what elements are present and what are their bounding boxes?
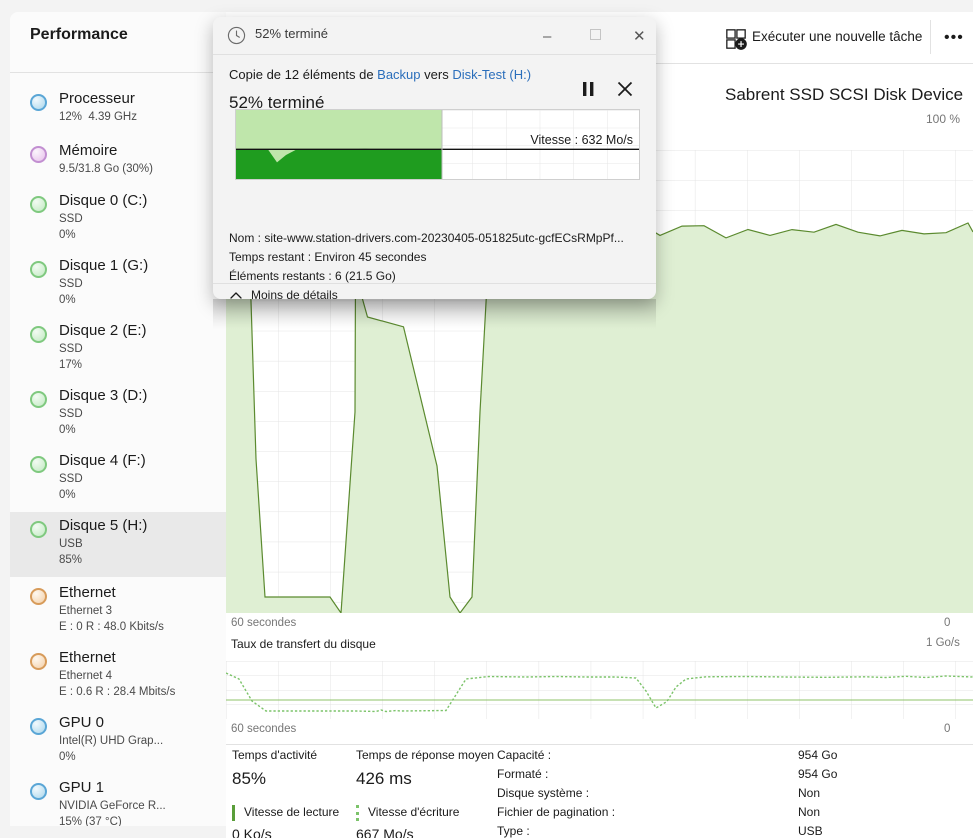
svg-text:Vitesse : 632 Mo/s: Vitesse : 632 Mo/s — [530, 133, 633, 147]
